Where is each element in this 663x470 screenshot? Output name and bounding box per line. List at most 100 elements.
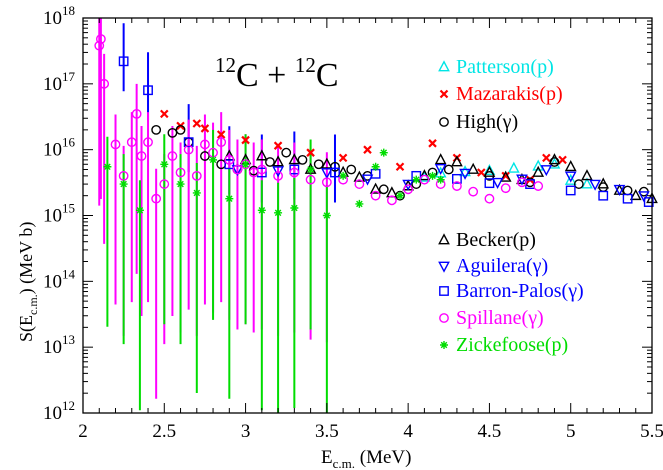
high-point xyxy=(175,124,186,135)
spillane-point xyxy=(386,195,397,206)
aguilera-point xyxy=(320,168,333,180)
legend-label-patterson-p: Patterson(p) xyxy=(456,56,554,78)
barron-palos-point xyxy=(565,185,576,196)
x-axis-label-sub: c.m. xyxy=(333,456,355,470)
spillane-point xyxy=(95,34,106,44)
mazarakis-p-point xyxy=(558,155,567,165)
zickefoose-p-point xyxy=(192,188,201,197)
spillane-point xyxy=(99,78,110,89)
legend: Patterson(p) Mazarakis(p) High(γ) Becker(p)… xyxy=(438,56,584,356)
spillane-point xyxy=(248,167,259,178)
zickefoose-p-point xyxy=(241,160,250,169)
barron-palos-point xyxy=(622,193,633,204)
spillane-point xyxy=(110,139,121,150)
becker-p-point xyxy=(451,155,463,167)
high-point xyxy=(346,164,357,175)
barron-palos-point xyxy=(370,168,381,179)
mazarakis-p-point xyxy=(241,135,250,145)
high-point xyxy=(443,164,454,175)
legend-label-becker-p: Becker(p) xyxy=(456,229,536,251)
high-point xyxy=(200,151,210,161)
high-point xyxy=(378,184,389,195)
mazarakis-p-point xyxy=(306,148,315,157)
patterson-p-point xyxy=(507,161,520,173)
spillane-point xyxy=(484,193,495,204)
becker-p-point xyxy=(434,153,447,165)
x-axis-label-main: E xyxy=(321,447,333,468)
aguilera-point xyxy=(589,179,601,191)
legend-symbol-patterson-p xyxy=(438,60,450,72)
zickefoose-p-point xyxy=(160,160,169,169)
aguilera-point xyxy=(613,184,626,197)
zickefoose-p-point xyxy=(339,171,348,180)
spillane-point xyxy=(256,164,267,175)
becker-p-point xyxy=(548,153,561,165)
spillane-point xyxy=(533,181,544,191)
plot-axes xyxy=(82,17,653,414)
zickefoose-p-point xyxy=(103,162,112,171)
zickefoose-p-point xyxy=(119,180,128,189)
becker-p-point xyxy=(467,162,480,174)
barron-palos-point xyxy=(143,85,153,96)
spillane-point xyxy=(452,181,462,191)
high-point xyxy=(167,127,178,138)
spillane-point xyxy=(289,167,300,178)
spillane-point xyxy=(240,159,251,170)
barron-palos-point xyxy=(224,159,235,170)
legend-symbol-high xyxy=(439,117,449,127)
becker-p-point xyxy=(255,149,268,161)
zickefoose-p-point xyxy=(176,180,185,189)
legend-symbol-mazarakis-p xyxy=(439,89,449,99)
aguilera-point xyxy=(491,177,504,189)
data-markers xyxy=(94,34,658,220)
x-axis-label-unit: (MeV) xyxy=(355,447,411,468)
zickefoose-p-point xyxy=(135,206,144,215)
title-elem-1: C + xyxy=(236,57,295,94)
legend-symbol-zickefoose-p xyxy=(440,341,448,349)
spillane-point xyxy=(273,170,283,181)
zickefoose-p-point xyxy=(225,194,234,203)
y-axis-label-sub: c.m. xyxy=(26,294,40,315)
aguilera-point xyxy=(434,163,447,176)
spillane-point xyxy=(517,177,527,188)
spillane-point xyxy=(305,174,316,185)
zickefoose-p-point xyxy=(379,148,388,157)
becker-p-point xyxy=(597,177,610,189)
becker-p-point xyxy=(564,160,577,172)
barron-palos-point xyxy=(289,164,300,175)
patterson-p-point xyxy=(483,163,496,176)
mazarakis-p-point xyxy=(395,162,405,172)
spillane-point xyxy=(191,170,202,181)
x-axis-label: Ec.m. (MeV) xyxy=(321,447,411,470)
mazarakis-p-point xyxy=(428,139,437,148)
y-tick-label: 1013 xyxy=(43,332,75,358)
becker-p-point xyxy=(353,170,366,182)
legend-symbol-aguilera xyxy=(438,261,450,273)
spillane-point xyxy=(131,108,142,119)
legend-symbol-barron-palos xyxy=(439,286,449,296)
becker-p-point xyxy=(320,157,333,169)
aguilera-point xyxy=(402,179,415,191)
spillane-point xyxy=(370,190,381,201)
zickefoose-p-point xyxy=(396,191,405,200)
mazarakis-p-point xyxy=(160,109,169,119)
becker-p-point xyxy=(532,165,545,177)
aguilera-point xyxy=(459,168,471,180)
patterson-p-point xyxy=(564,173,577,185)
spillane-point xyxy=(200,139,210,150)
y-axis-label: S(Ec.m.) (MeV b) xyxy=(16,222,40,342)
error-bars xyxy=(98,18,336,413)
legend-symbol-spillane xyxy=(439,313,449,323)
patterson-p-point xyxy=(459,165,471,177)
becker-p-point xyxy=(483,165,496,177)
mazarakis-p-point xyxy=(501,171,510,181)
mazarakis-p-point xyxy=(477,168,486,177)
high-point xyxy=(265,157,275,167)
zickefoose-p-point xyxy=(274,208,283,217)
x-tick-label: 5 xyxy=(566,421,576,442)
becker-p-point xyxy=(272,155,284,167)
spillane-point xyxy=(175,167,186,178)
mazarakis-p-point xyxy=(542,153,551,163)
legend-symbol-becker-p xyxy=(438,233,450,245)
